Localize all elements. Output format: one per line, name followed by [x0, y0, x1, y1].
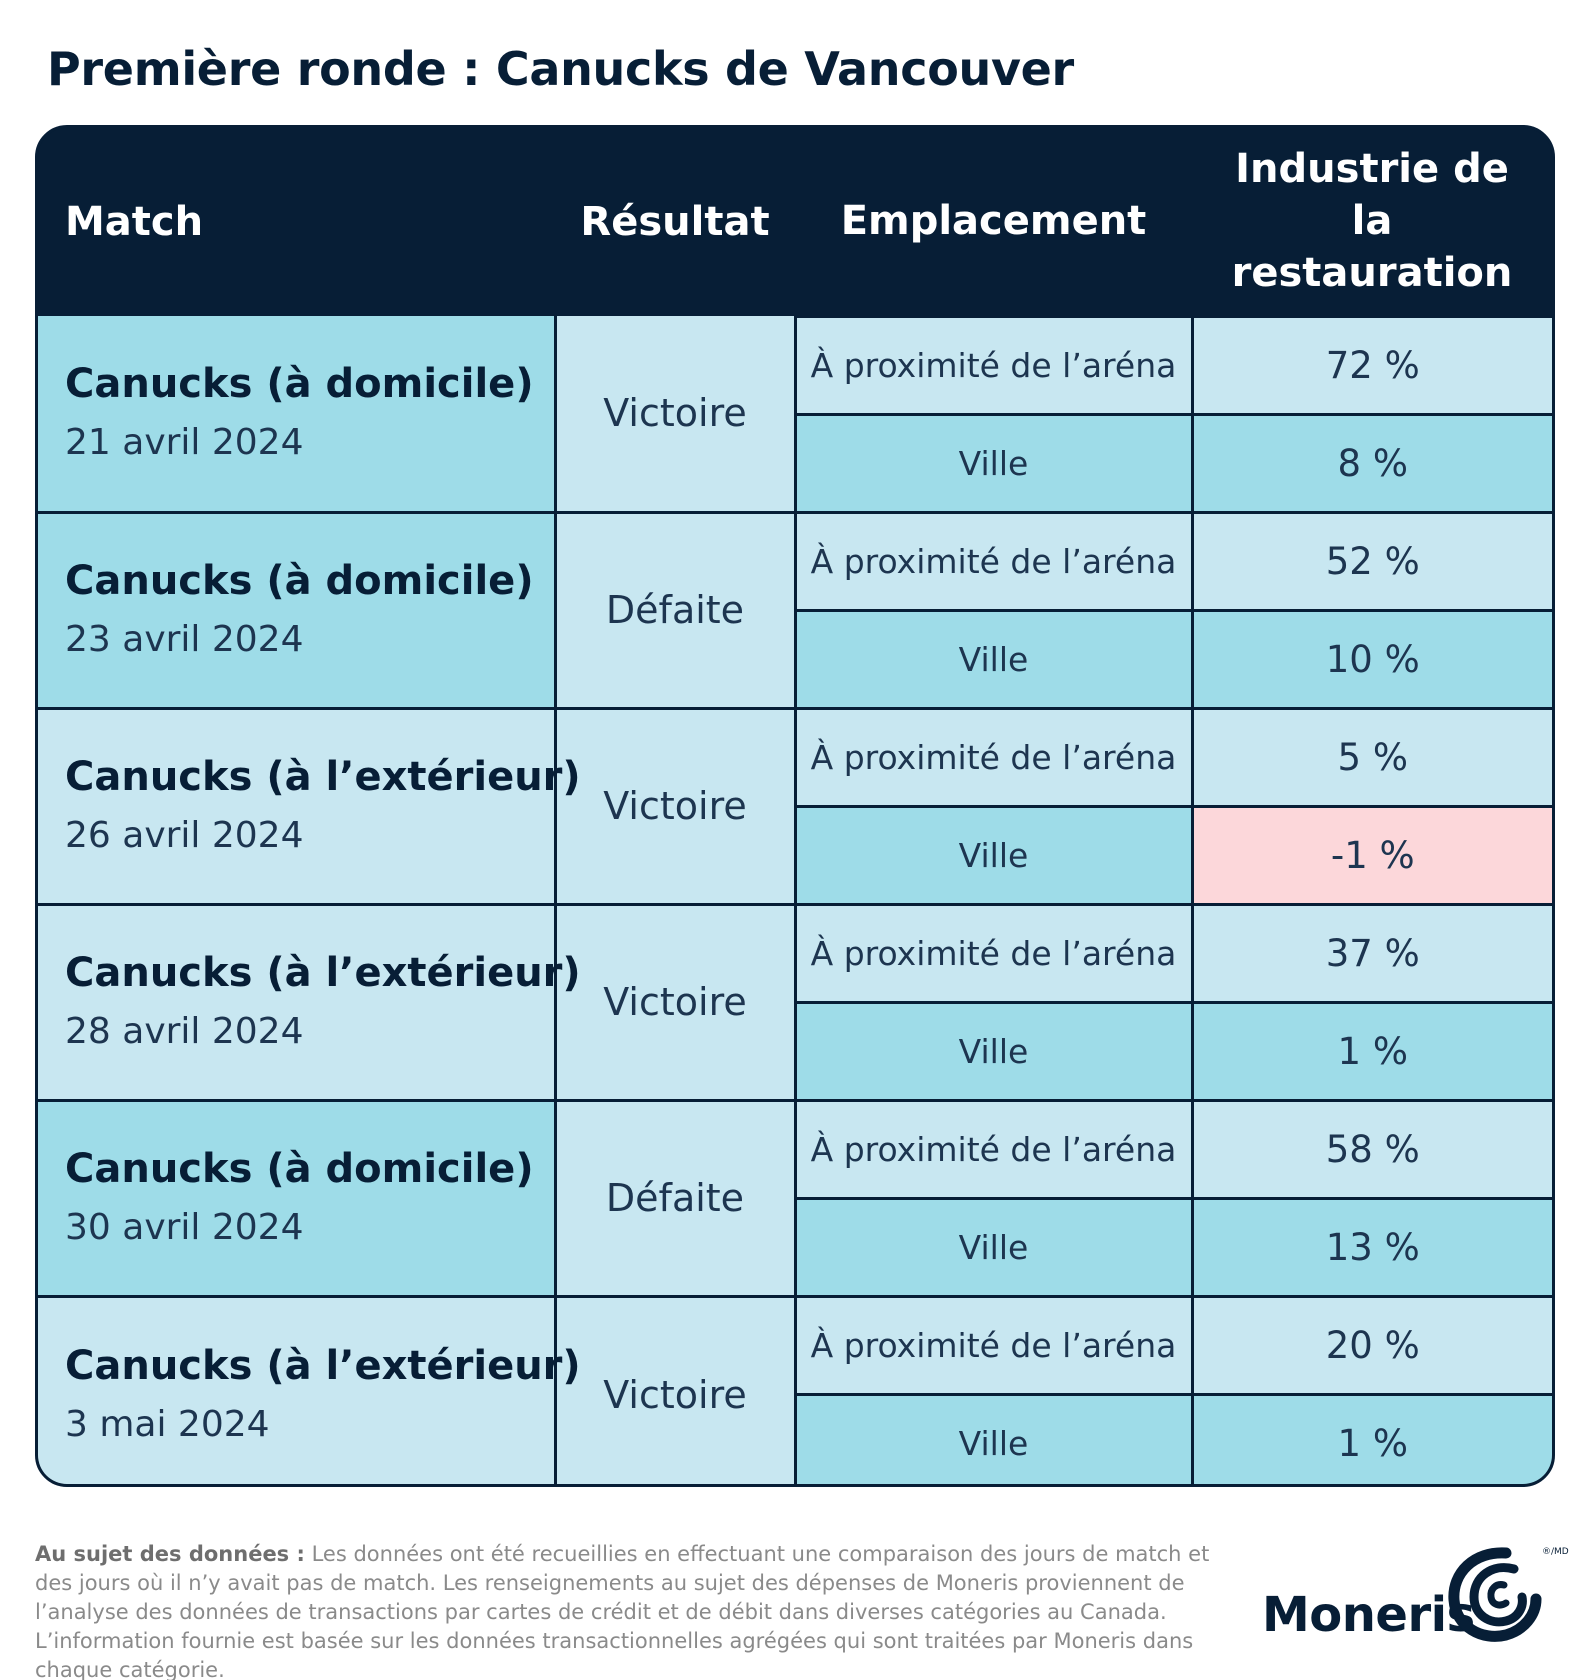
value-cell: 58 %: [1190, 1098, 1552, 1200]
location-cell: À proximité de l’aréna: [793, 1098, 1194, 1200]
location-cell: À proximité de l’aréna: [793, 510, 1194, 612]
location-cell: À proximité de l’aréna: [793, 1294, 1194, 1396]
location-cell: À proximité de l’aréna: [793, 314, 1194, 416]
table-row: Ville 8 %: [38, 412, 1552, 514]
table-row: Canucks (à l’extérieur) 26 avril 2024 Vi…: [38, 706, 1552, 906]
value-cell: 13 %: [1190, 1196, 1552, 1298]
logo-wordmark: Moneris: [1262, 1587, 1475, 1643]
value-cell: 37 %: [1190, 902, 1552, 1004]
value-cell: 20 %: [1190, 1294, 1552, 1396]
value-cell: 8 %: [1190, 412, 1552, 514]
table-row: Canucks (à domicile) 30 avril 2024 Défai…: [38, 1098, 1552, 1298]
table-row: Canucks (à l’extérieur) 3 mai 2024 Victo…: [38, 1294, 1552, 1484]
table-row: Ville 1 %: [38, 1392, 1552, 1484]
logo-trademark: ®/MD: [1542, 1547, 1569, 1557]
value-cell-negative: -1 %: [1190, 804, 1552, 906]
location-cell: Ville: [793, 412, 1194, 514]
header-location: Emplacement: [795, 128, 1192, 316]
footnote-label: Au sujet des données :: [35, 1542, 305, 1566]
match-cell: Canucks (à l’extérieur) 3 mai 2024: [38, 1294, 581, 1484]
table-row: Ville -1 %: [38, 804, 1552, 906]
match-cell: Canucks (à domicile) 30 avril 2024: [38, 1098, 557, 1298]
match-team: Canucks (à l’extérieur): [65, 950, 581, 996]
match-team: Canucks (à l’extérieur): [65, 1342, 581, 1389]
match-date: 21 avril 2024: [65, 422, 304, 464]
match-cell: Canucks (à domicile) 21 avril 2024: [38, 316, 557, 514]
value-cell: 1 %: [1190, 1000, 1552, 1102]
match-date: 30 avril 2024: [65, 1207, 304, 1248]
result-cell: Défaite: [553, 1098, 797, 1298]
location-cell: À proximité de l’aréna: [793, 706, 1194, 808]
results-table: Match Résultat Emplacement Industrie de …: [35, 125, 1555, 1487]
table-row: Canucks (à domicile) 21 avril 2024 Victo…: [38, 314, 1552, 514]
table-row: Ville 13 %: [38, 1196, 1552, 1298]
match-cell: Canucks (à l’extérieur) 28 avril 2024: [38, 902, 581, 1102]
location-cell: Ville: [793, 1000, 1194, 1102]
location-cell: Ville: [793, 1392, 1194, 1484]
page-title: Première ronde : Canucks de Vancouver: [47, 42, 1074, 96]
match-team: Canucks (à domicile): [65, 1146, 534, 1192]
header-match: Match: [38, 128, 555, 316]
footnote-text: Les données ont été recueillies en effec…: [35, 1542, 1210, 1680]
match-date: 23 avril 2024: [65, 619, 304, 660]
match-date: 26 avril 2024: [65, 815, 304, 856]
location-cell: Ville: [793, 608, 1194, 710]
value-cell: 5 %: [1190, 706, 1552, 808]
result-cell: Défaite: [553, 510, 797, 710]
match-team: Canucks (à domicile): [65, 361, 534, 408]
table-row: Ville 1 %: [38, 1000, 1552, 1102]
data-footnote: Au sujet des données : Les données ont é…: [35, 1540, 1225, 1680]
value-cell: 72 %: [1190, 314, 1552, 416]
match-team: Canucks (à l’extérieur): [65, 754, 581, 800]
match-cell: Canucks (à l’extérieur) 26 avril 2024: [38, 706, 581, 906]
value-cell: 52 %: [1190, 510, 1552, 612]
result-cell: Victoire: [553, 1294, 797, 1484]
table-row: Ville 10 %: [38, 608, 1552, 710]
result-cell: Victoire: [553, 902, 797, 1102]
location-cell: À proximité de l’aréna: [793, 902, 1194, 1004]
header-result: Résultat: [555, 128, 795, 316]
table-row: Canucks (à domicile) 23 avril 2024 Défai…: [38, 510, 1552, 710]
moneris-swirl-icon: [1448, 1547, 1542, 1642]
match-date: 28 avril 2024: [65, 1011, 304, 1052]
location-cell: Ville: [793, 1196, 1194, 1298]
table-header-row: Match Résultat Emplacement Industrie de …: [38, 128, 1552, 316]
header-industry: Industrie de la restauration: [1192, 128, 1552, 316]
value-cell: 10 %: [1190, 608, 1552, 710]
result-cell: Victoire: [553, 706, 797, 906]
match-team: Canucks (à domicile): [65, 558, 534, 604]
value-cell: 1 %: [1190, 1392, 1552, 1484]
table-row: Canucks (à l’extérieur) 28 avril 2024 Vi…: [38, 902, 1552, 1102]
moneris-logo: Moneris ®/MD: [1262, 1545, 1569, 1655]
result-cell: Victoire: [553, 316, 797, 514]
location-cell: Ville: [793, 804, 1194, 906]
match-date: 3 mai 2024: [65, 1403, 270, 1445]
match-cell: Canucks (à domicile) 23 avril 2024: [38, 510, 557, 710]
